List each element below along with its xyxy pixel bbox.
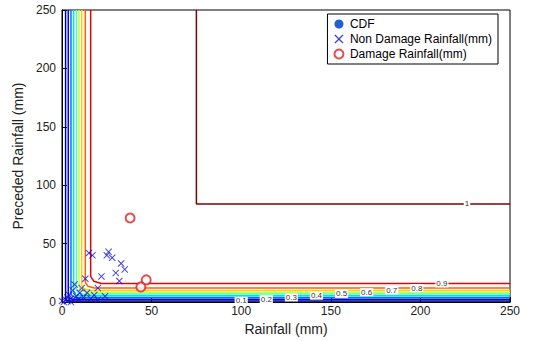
svg-text:100: 100 <box>36 178 56 192</box>
svg-text:Damage Rainfall(mm): Damage Rainfall(mm) <box>350 47 467 61</box>
svg-text:100: 100 <box>231 304 251 318</box>
svg-text:CDF: CDF <box>350 17 375 31</box>
svg-text:0: 0 <box>49 295 56 309</box>
svg-text:0.9: 0.9 <box>436 279 448 288</box>
svg-text:150: 150 <box>36 120 56 134</box>
svg-text:1: 1 <box>465 199 470 208</box>
svg-text:0.3: 0.3 <box>286 293 298 302</box>
svg-text:0.6: 0.6 <box>361 288 373 297</box>
svg-text:0.7: 0.7 <box>386 286 398 295</box>
svg-text:200: 200 <box>36 61 56 75</box>
svg-text:Non Damage Rainfall(mm): Non Damage Rainfall(mm) <box>350 32 492 46</box>
svg-text:50: 50 <box>43 237 57 251</box>
svg-text:0.2: 0.2 <box>261 295 273 304</box>
svg-text:0.8: 0.8 <box>411 284 423 293</box>
svg-text:Rainfall (mm): Rainfall (mm) <box>244 321 327 337</box>
svg-text:250: 250 <box>500 304 520 318</box>
svg-text:50: 50 <box>145 304 159 318</box>
svg-text:0: 0 <box>59 304 66 318</box>
svg-text:150: 150 <box>321 304 341 318</box>
svg-text:0.4: 0.4 <box>311 291 323 300</box>
svg-text:0.1: 0.1 <box>236 296 248 305</box>
svg-text:250: 250 <box>36 3 56 17</box>
svg-text:0.5: 0.5 <box>336 289 348 298</box>
svg-text:Preceded Rainfall (mm): Preceded Rainfall (mm) <box>10 83 26 230</box>
svg-text:200: 200 <box>410 304 430 318</box>
